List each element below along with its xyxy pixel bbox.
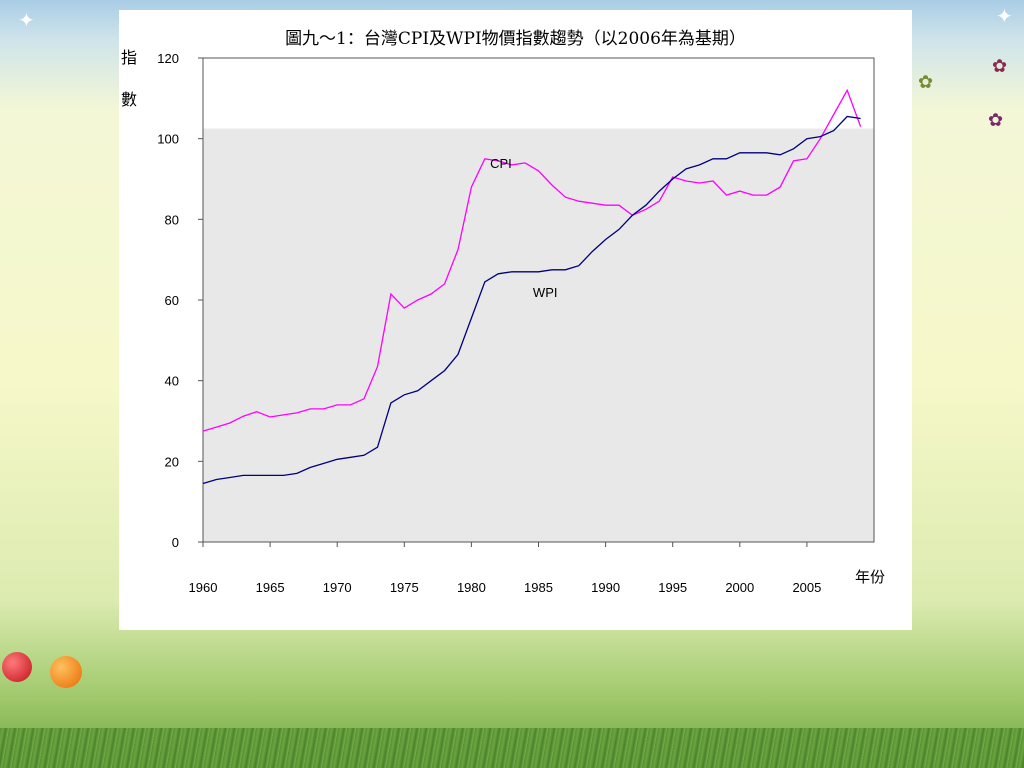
butterfly-icon: ✿ <box>918 72 934 93</box>
series-label-wpi: WPI <box>533 285 558 300</box>
y-tick-label: 120 <box>157 51 179 66</box>
x-axis-label: 年份 <box>855 568 886 586</box>
butterfly-icon: ✿ <box>988 110 1004 131</box>
orange-icon <box>50 656 82 688</box>
sparkle-icon: ✦ <box>18 8 35 32</box>
chart-title: 圖九～1：台灣CPI及WPI物價指數趨勢（以2006年為基期） <box>285 29 746 49</box>
series-label-cpi: CPI <box>490 156 512 171</box>
grass-decoration <box>0 728 1024 768</box>
apple-icon <box>2 652 32 682</box>
x-tick-label: 1985 <box>524 580 553 595</box>
x-tick-label: 1975 <box>390 580 419 595</box>
x-tick-label: 1960 <box>189 580 218 595</box>
y-tick-label: 0 <box>172 535 179 550</box>
butterfly-icon: ✿ <box>992 56 1008 77</box>
series-line-wpi <box>202 115 861 485</box>
x-tick-label: 2000 <box>725 580 754 595</box>
x-tick-label: 1995 <box>658 580 687 595</box>
y-axis-label-char-1: 指 <box>121 48 138 67</box>
line-chart: 0 20 40 60 80 100 120 1960 1965 1970 1975 1980 1985 1… <box>157 51 875 595</box>
x-tick-label: 1965 <box>256 580 285 595</box>
y-tick-label: 80 <box>165 212 179 227</box>
series-line-cpi <box>202 88 862 432</box>
chart-card: 圖九～1：台灣CPI及WPI物價指數趨勢（以2006年為基期） 指 數 年份 0… <box>119 10 912 630</box>
x-tick-label: 2005 <box>792 580 821 595</box>
y-tick-label: 20 <box>165 454 179 469</box>
y-axis-label-char-2: 數 <box>121 90 138 109</box>
sparkle-icon: ✦ <box>996 4 1013 28</box>
y-tick-label: 40 <box>165 374 179 389</box>
y-tick-label: 100 <box>157 132 179 147</box>
x-tick-label: 1970 <box>323 580 352 595</box>
x-tick-label: 1990 <box>591 580 620 595</box>
y-tick-label: 60 <box>165 293 179 308</box>
plot-shaded-region <box>203 128 874 542</box>
x-tick-label: 1980 <box>457 580 486 595</box>
